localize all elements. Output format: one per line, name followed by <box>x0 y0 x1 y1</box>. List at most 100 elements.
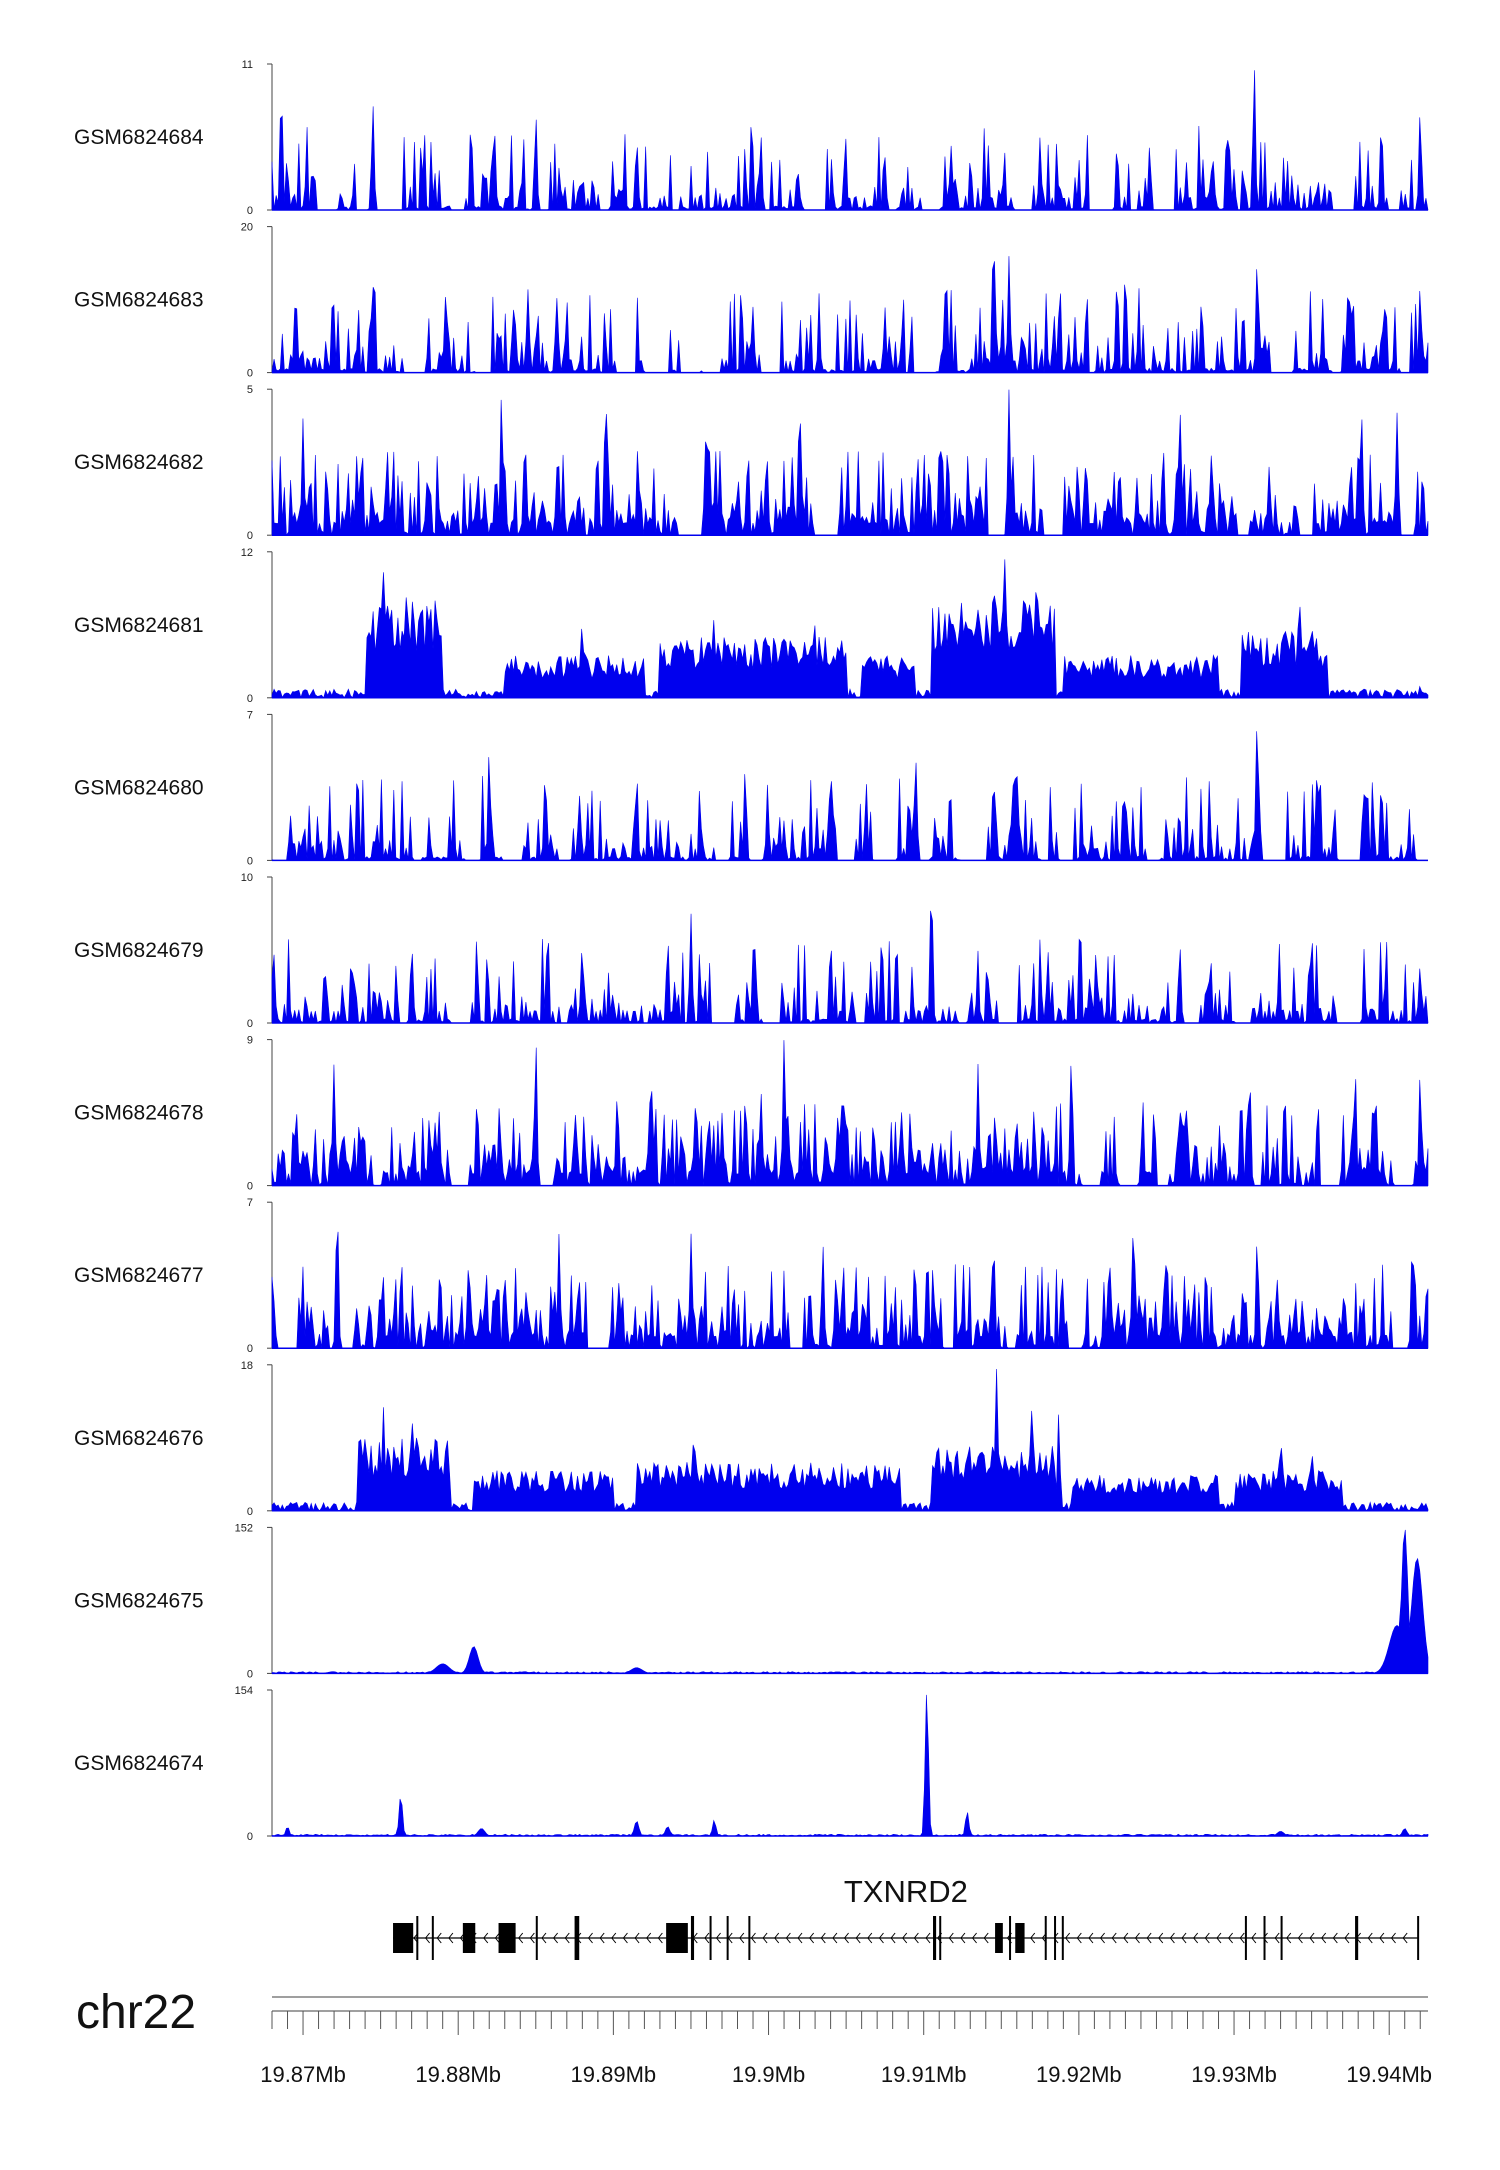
track-GSM6824674: 154 0 GSM6824674 <box>74 1685 1429 1843</box>
coverage-area <box>271 1040 1429 1187</box>
y-axis-min-label: 0 <box>247 855 253 867</box>
x-tick-label: 19.94Mb <box>1346 2062 1432 2087</box>
strand-arrow <box>785 1932 791 1944</box>
exon-11 <box>726 1916 729 1960</box>
y-axis-max-label: 9 <box>247 1035 253 1047</box>
strand-arrow <box>1123 1932 1129 1944</box>
track-name-label: GSM6824675 <box>74 1589 204 1612</box>
gene-track: TXNRD2 <box>393 1874 1420 1960</box>
strand-arrow <box>1390 1932 1396 1944</box>
strand-arrow <box>1076 1932 1082 1944</box>
coverage-area <box>271 1529 1429 1674</box>
x-tick-label: 19.93Mb <box>1191 2062 1277 2087</box>
exon-6 <box>535 1916 538 1960</box>
strand-arrow <box>1181 1932 1187 1944</box>
exon-21 <box>1244 1916 1247 1960</box>
track-GSM6824680: 7 0 GSM6824680 <box>74 709 1428 867</box>
track-GSM6824679: 10 0 GSM6824679 <box>74 872 1429 1030</box>
coverage-area <box>271 389 1429 536</box>
y-axis-min-label: 0 <box>247 1181 253 1193</box>
strand-arrow <box>634 1932 640 1944</box>
strand-arrow <box>1134 1932 1140 1944</box>
strand-arrow <box>774 1932 780 1944</box>
y-axis-max-label: 10 <box>241 872 253 884</box>
coverage-area <box>271 1231 1429 1349</box>
track-GSM6824681: 12 0 GSM6824681 <box>74 547 1429 705</box>
strand-arrow <box>1193 1932 1199 1944</box>
strand-arrow <box>913 1932 919 1944</box>
chromosome-label: chr22 <box>76 1986 196 2039</box>
exon-18 <box>1044 1916 1047 1960</box>
strand-arrow <box>1321 1932 1327 1944</box>
exon-8 <box>666 1923 688 1953</box>
x-tick-label: 19.92Mb <box>1036 2062 1122 2087</box>
strand-arrow <box>436 1932 442 1944</box>
exon-2 <box>416 1916 419 1960</box>
track-name-label: GSM6824680 <box>74 776 204 799</box>
coverage-area <box>271 1369 1429 1512</box>
y-axis-max-label: 5 <box>247 384 253 396</box>
track-name-label: GSM6824674 <box>74 1752 204 1775</box>
strand-arrow <box>1065 1932 1071 1944</box>
track-GSM6824683: 20 0 GSM6824683 <box>74 222 1429 380</box>
strand-arrow <box>646 1932 652 1944</box>
exon-1 <box>393 1923 414 1953</box>
strand-arrow <box>1262 1932 1268 1944</box>
strand-arrow <box>552 1932 559 1944</box>
strand-arrow <box>797 1932 803 1944</box>
strand-arrow <box>599 1932 605 1944</box>
y-axis-max-label: 7 <box>247 709 253 721</box>
exon-16 <box>1009 1916 1012 1960</box>
track-name-label: GSM6824682 <box>74 451 204 474</box>
strand-arrow <box>948 1932 954 1944</box>
strand-arrow <box>1239 1932 1245 1944</box>
strand-arrow <box>587 1932 593 1944</box>
strand-arrow <box>1332 1932 1338 1944</box>
strand-arrow <box>704 1932 710 1944</box>
strand-arrow <box>925 1932 931 1944</box>
strand-arrow <box>622 1932 628 1944</box>
strand-arrow <box>1309 1932 1315 1944</box>
track-name-label: GSM6824681 <box>74 614 204 637</box>
track-GSM6824678: 9 0 GSM6824678 <box>74 1035 1429 1193</box>
x-tick-label: 19.88Mb <box>415 2062 501 2087</box>
track-name-label: GSM6824683 <box>74 289 204 312</box>
y-axis-max-label: 152 <box>235 1522 253 1534</box>
strand-arrow <box>843 1932 849 1944</box>
strand-arrow <box>809 1932 815 1944</box>
strand-arrow <box>611 1932 617 1944</box>
exon-14 <box>939 1916 942 1960</box>
track-name-label: GSM6824676 <box>74 1427 204 1450</box>
strand-arrow <box>564 1932 570 1944</box>
x-tick-label: 19.91Mb <box>881 2062 967 2087</box>
gene-name-label: TXNRD2 <box>844 1874 968 1909</box>
exon-4 <box>462 1923 476 1953</box>
genome-axis: chr22 19.87Mb 19.88Mb 19.89Mb 19.9Mb 19.91Mb… <box>76 1986 1432 2087</box>
strand-arrow <box>1099 1932 1105 1944</box>
y-axis-max-label: 7 <box>247 1197 253 1209</box>
track-GSM6824684: 11 0 GSM6824684 <box>74 59 1429 217</box>
strand-arrow <box>1379 1932 1385 1944</box>
exon-20 <box>1061 1916 1064 1960</box>
y-axis-min-label: 0 <box>247 1018 253 1030</box>
strand-arrow <box>1088 1932 1094 1944</box>
coverage-area <box>271 731 1428 862</box>
strand-arrow <box>494 1932 500 1944</box>
strand-arrow <box>960 1932 966 1944</box>
exon-22 <box>1263 1916 1266 1960</box>
exon-19 <box>1054 1916 1057 1960</box>
exon-13 <box>933 1916 937 1960</box>
coverage-area <box>271 70 1429 211</box>
strand-arrow <box>1030 1932 1036 1944</box>
exon-5 <box>498 1923 516 1953</box>
strand-arrow <box>1367 1932 1373 1944</box>
exon-23 <box>1280 1916 1283 1960</box>
strand-arrow <box>971 1932 977 1944</box>
x-tick-label: 19.87Mb <box>260 2062 346 2087</box>
strand-arrow <box>820 1932 826 1944</box>
strand-arrow <box>448 1932 454 1944</box>
strand-arrow <box>1297 1932 1303 1944</box>
strand-arrow <box>424 1932 431 1944</box>
exon-25 <box>1417 1916 1420 1960</box>
y-axis-max-label: 20 <box>241 222 253 234</box>
